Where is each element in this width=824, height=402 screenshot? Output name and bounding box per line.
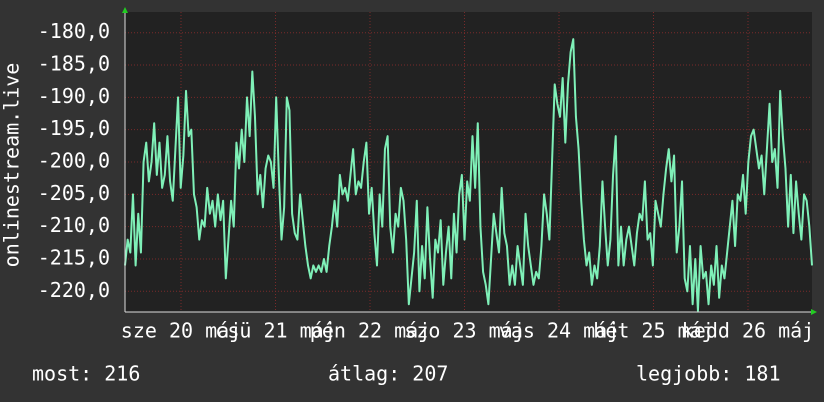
y-tick-label: -210,0 (38, 213, 110, 237)
x-tick-label: szo 23 máj (404, 319, 524, 343)
x-axis-arrow (811, 309, 817, 315)
x-tick-label: sze 20 máj (121, 319, 241, 343)
y-tick-label: -205,0 (38, 181, 110, 205)
footer-current: most: 216 (32, 362, 140, 386)
y-tick-label: -185,0 (38, 52, 110, 76)
y-tick-label: -190,0 (38, 84, 110, 108)
x-tick-label: hét 25 máj (593, 319, 713, 343)
y-axis-label: onlinestream.live (0, 63, 24, 268)
footer-best: legjobb: 181 (636, 362, 781, 386)
marks (124, 38, 813, 312)
y-tick-label: -200,0 (38, 149, 110, 173)
y-tick-label: -220,0 (38, 278, 110, 302)
series-line (124, 38, 813, 312)
footer-average: átlag: 207 (328, 362, 448, 386)
x-tick-label: kedd 26 máj (682, 319, 814, 343)
y-tick-label: -180,0 (38, 19, 110, 43)
x-tick-label: pén 22 máj (310, 319, 430, 343)
y-tick-label: -215,0 (38, 245, 110, 269)
y-axis-arrow (122, 7, 128, 13)
x-tick-label: csü 21 máj (215, 319, 335, 343)
labels: -180,0 -185,0 -190,0 -195,0 -200,0 -205,0 -210… (38, 19, 814, 342)
y-tick-label: -195,0 (38, 116, 110, 140)
x-tick-label: vas 24 máj (499, 319, 619, 343)
plot-area (125, 12, 812, 312)
